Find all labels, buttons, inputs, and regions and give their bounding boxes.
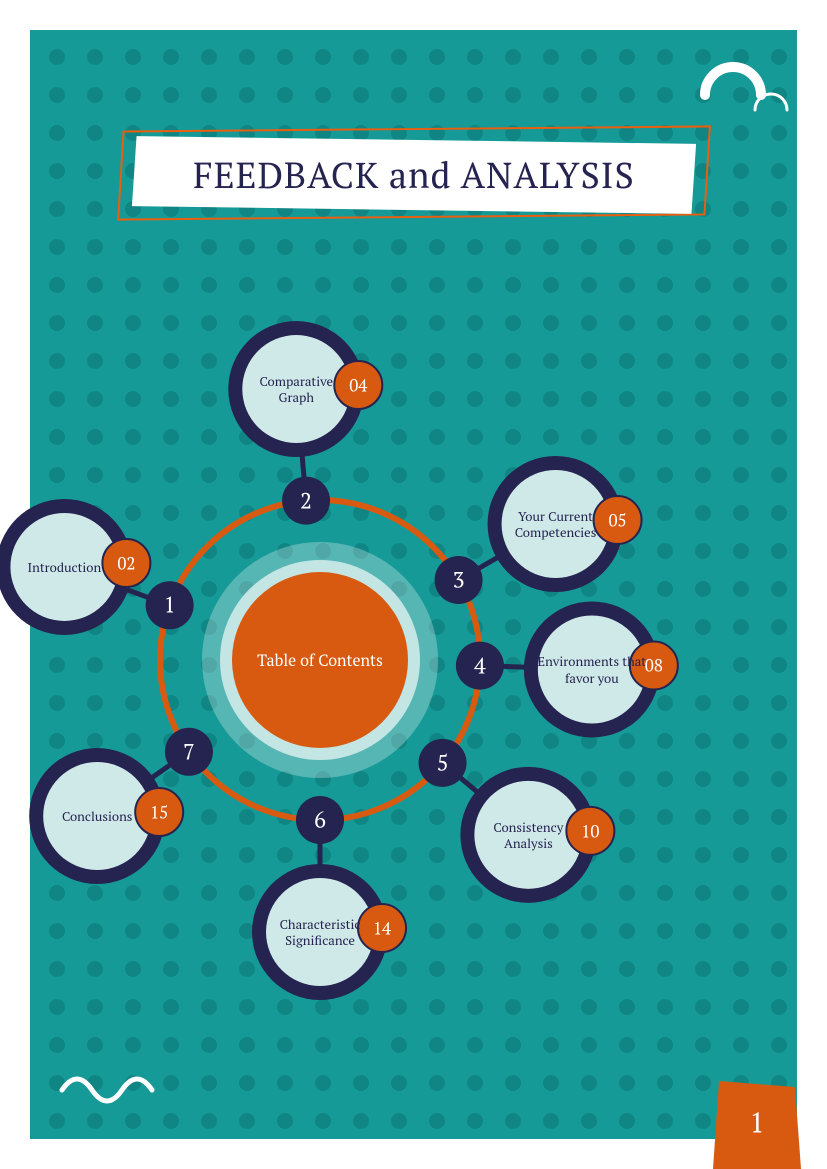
toc-item-label: Introduction xyxy=(9,559,119,575)
ring-number: 4 xyxy=(474,651,486,680)
title-box: FEEDBACK and ANALYSIS xyxy=(131,136,695,214)
toc-item-label: Comparative Graph xyxy=(241,373,351,406)
toc-item-label: Conclusions xyxy=(42,808,152,824)
title-block: FEEDBACK and ANALYSIS xyxy=(134,140,694,220)
page-title: FEEDBACK and ANALYSIS xyxy=(193,151,635,198)
toc-item-label: Consistency Analysis xyxy=(473,819,583,852)
toc-item-page: 08 xyxy=(645,654,663,677)
toc-item-label: Your Current Competencies xyxy=(501,508,611,541)
toc-item-page: 14 xyxy=(373,917,391,940)
ring-number: 6 xyxy=(314,806,326,835)
ring-number: 7 xyxy=(183,737,195,766)
toc-item-page: 05 xyxy=(608,509,626,532)
toc-center-label: Table of Contents xyxy=(240,649,400,671)
toc-item-label: Environments that favor you xyxy=(537,653,647,686)
toc-item-page: 04 xyxy=(349,374,367,397)
toc-item-page: 10 xyxy=(581,819,599,842)
ring-number: 1 xyxy=(164,591,176,620)
ring-number: 2 xyxy=(300,486,312,515)
ring-number: 5 xyxy=(437,748,449,777)
toc-item-page: 02 xyxy=(117,551,135,574)
toc-item-page: 15 xyxy=(150,801,168,824)
toc-item-label: Characteristic Significance xyxy=(265,916,375,949)
page-number: 1 xyxy=(750,1105,765,1142)
ring-number: 3 xyxy=(453,566,465,595)
